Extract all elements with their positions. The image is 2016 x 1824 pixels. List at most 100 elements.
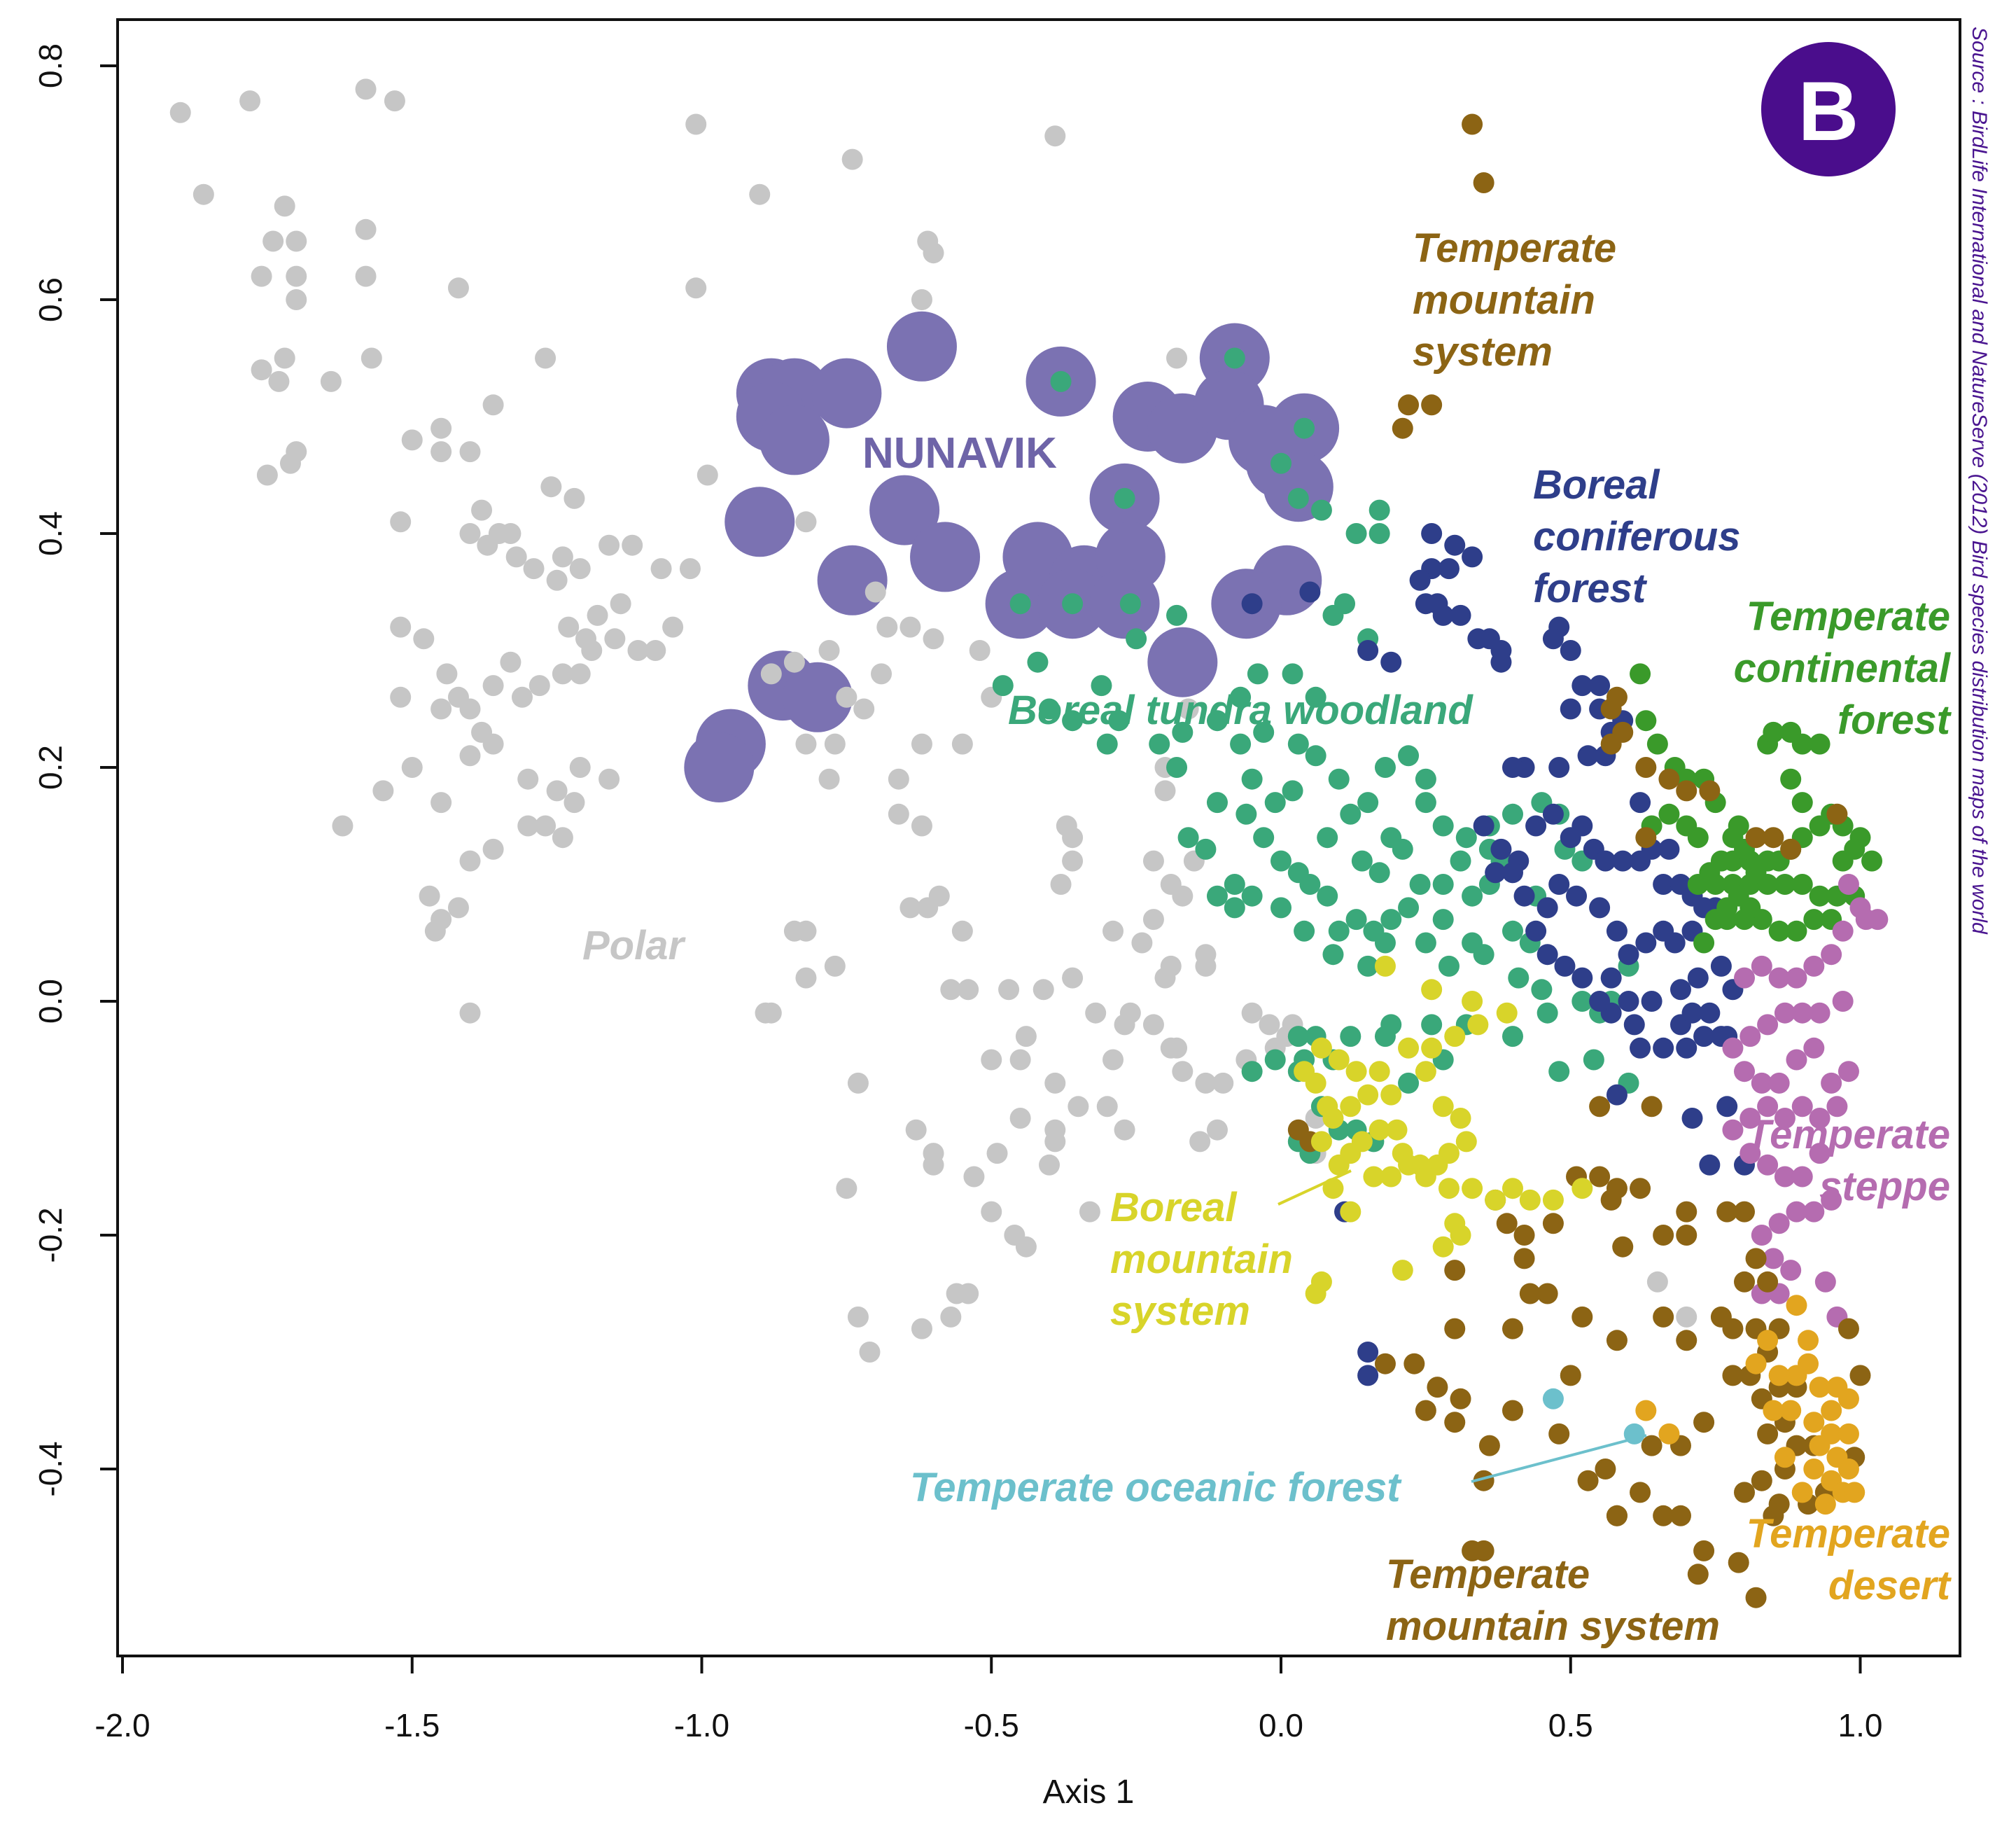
point-temperate-mountain-system-30 bbox=[1653, 1225, 1674, 1246]
point-boreal-coniferous-forest-67 bbox=[1641, 991, 1662, 1012]
point-polar-2 bbox=[355, 78, 377, 100]
point-temperate-mountain-system-85 bbox=[1444, 1412, 1466, 1433]
point-temperate-mountain-system-82 bbox=[1404, 1353, 1425, 1374]
point-temperate-continental-forest-40 bbox=[1786, 920, 1807, 942]
point-boreal-mountain-system-22 bbox=[1398, 1154, 1420, 1176]
point-temperate-mountain-system-27 bbox=[1513, 1225, 1535, 1246]
point-polar-105 bbox=[853, 698, 875, 720]
y-tick-label: 0.8 bbox=[32, 43, 69, 88]
point-boreal-tundra-woodland-56 bbox=[1177, 827, 1199, 849]
point-temperate-mountain-system-34 bbox=[1734, 1201, 1755, 1223]
point-boreal-tundra-woodland-125 bbox=[1462, 885, 1483, 907]
point-boreal-coniferous-forest-9 bbox=[1409, 569, 1431, 591]
point-boreal-coniferous-forest-7 bbox=[1438, 558, 1460, 580]
point-temperate-steppe-18 bbox=[1751, 1072, 1772, 1094]
point-boreal-tundra-woodland-122 bbox=[1351, 850, 1373, 872]
point-temperate-mountain-system-86 bbox=[1560, 1365, 1581, 1386]
point-temperate-continental-forest-56 bbox=[1844, 838, 1865, 860]
point-polar-23 bbox=[430, 417, 452, 439]
point-polar-200 bbox=[1166, 347, 1188, 369]
point-polar-58 bbox=[482, 675, 504, 697]
point-boreal-tundra-woodland-24 bbox=[1149, 733, 1170, 755]
point-temperate-mountain-system-71 bbox=[1693, 1412, 1715, 1433]
region-label-boreal-tundra-woodland-1-line-0: Boreal tundra woodland bbox=[1008, 688, 1474, 733]
point-polar-39 bbox=[598, 534, 620, 556]
point-boreal-mountain-system-51 bbox=[1340, 1096, 1362, 1118]
point-temperate-continental-forest-14 bbox=[1791, 792, 1813, 814]
point-boreal-coniferous-forest-53 bbox=[1618, 944, 1639, 966]
point-temperate-mountain-system-31 bbox=[1676, 1225, 1698, 1246]
point-polar-140 bbox=[1085, 1002, 1107, 1024]
point-temperate-steppe-17 bbox=[1734, 1061, 1755, 1082]
point-polar-93 bbox=[795, 511, 817, 533]
point-polar-31 bbox=[459, 523, 481, 544]
point-boreal-coniferous-forest-17 bbox=[1490, 651, 1512, 673]
point-polar-124 bbox=[1062, 850, 1084, 872]
point-boreal-tundra-woodland-63 bbox=[1357, 955, 1379, 977]
point-boreal-mountain-system-41 bbox=[1421, 1037, 1443, 1059]
point-polar-114 bbox=[928, 885, 950, 907]
point-polar-40 bbox=[622, 534, 643, 556]
point-temperate-mountain-system-8 bbox=[1600, 733, 1622, 755]
point-temperate-mountain-system-65 bbox=[1502, 1318, 1523, 1339]
point-boreal-tundra-woodland-59 bbox=[1224, 897, 1245, 919]
point-boreal-coniferous-forest-78 bbox=[1589, 991, 1611, 1012]
point-boreal-mountain-system-14 bbox=[1368, 1119, 1390, 1141]
point-temperate-steppe-47 bbox=[1855, 909, 1877, 931]
point-polar-3 bbox=[384, 90, 405, 112]
point-boreal-coniferous-forest-66 bbox=[1618, 991, 1639, 1012]
point-temperate-desert-27 bbox=[1658, 1423, 1680, 1444]
point-boreal-coniferous-forest-22 bbox=[1589, 675, 1611, 697]
point-boreal-tundra-woodland-8 bbox=[1368, 523, 1390, 544]
point-boreal-coniferous-forest-87 bbox=[1699, 1154, 1721, 1176]
point-boreal-coniferous-forest-20 bbox=[1560, 640, 1581, 661]
point-polar-86 bbox=[447, 897, 469, 919]
point-temperate-mountain-system-36 bbox=[1757, 1271, 1779, 1293]
region-label-temperate-desert-8-line-1: desert bbox=[1828, 1563, 1952, 1608]
point-boreal-tundra-woodland-107 bbox=[1340, 803, 1362, 825]
point-boreal-tundra-woodland-42 bbox=[1409, 874, 1431, 895]
point-polar-138 bbox=[958, 979, 979, 1001]
point-temperate-mountain-system-1 bbox=[1473, 172, 1494, 193]
point-boreal-coniferous-forest-32 bbox=[1473, 815, 1494, 837]
point-polar-34 bbox=[505, 546, 527, 568]
point-polar-11 bbox=[286, 289, 307, 310]
point-polar-137 bbox=[998, 979, 1020, 1001]
point-polar-74 bbox=[482, 838, 504, 860]
point-temperate-mountain-system-12 bbox=[1699, 780, 1721, 802]
point-polar-89 bbox=[696, 464, 718, 486]
point-boreal-coniferous-forest-24 bbox=[1560, 698, 1581, 720]
point-boreal-mountain-system-43 bbox=[1467, 1014, 1489, 1036]
point-boreal-tundra-woodland-14 bbox=[1126, 628, 1147, 650]
point-temperate-steppe-30 bbox=[1722, 1119, 1744, 1141]
point-boreal-coniferous-forest-37 bbox=[1542, 803, 1564, 825]
point-boreal-coniferous-forest-29 bbox=[1548, 757, 1570, 778]
point-boreal-coniferous-forest-12 bbox=[1450, 604, 1471, 626]
point-polar-135 bbox=[1062, 967, 1084, 989]
point-polar-91 bbox=[760, 663, 782, 685]
point-temperate-mountain-system-0 bbox=[1462, 113, 1483, 135]
point-polar-164 bbox=[1079, 1201, 1100, 1223]
point-temperate-continental-forest-31 bbox=[1791, 874, 1813, 895]
point-boreal-mountain-system-7 bbox=[1450, 1108, 1471, 1129]
point-polar-167 bbox=[981, 1201, 1002, 1223]
temperate-oceanic-callout-line bbox=[1471, 1434, 1647, 1483]
point-polar-170 bbox=[923, 1143, 944, 1164]
point-temperate-steppe-37 bbox=[1803, 1201, 1825, 1223]
y-tick-label: 0.4 bbox=[32, 511, 69, 556]
point-boreal-tundra-woodland-123 bbox=[1368, 862, 1390, 884]
point-boreal-coniferous-forest-51 bbox=[1653, 920, 1674, 942]
point-temperate-steppe-39 bbox=[1768, 1213, 1790, 1234]
point-polar-175 bbox=[940, 1306, 962, 1328]
boreal-mountain-callout-line bbox=[1278, 1169, 1352, 1206]
point-temperate-mountain-system-39 bbox=[1722, 1318, 1744, 1339]
point-boreal-mountain-system-45 bbox=[1374, 955, 1396, 977]
point-boreal-coniferous-forest-80 bbox=[1681, 1002, 1703, 1024]
point-boreal-tundra-woodland-75 bbox=[1536, 1002, 1558, 1024]
point-polar-161 bbox=[1044, 1119, 1066, 1141]
region-label-temperate-desert-8-line-0: Temperate bbox=[1746, 1511, 1950, 1557]
point-boreal-mountain-system-0 bbox=[1310, 1037, 1332, 1059]
point-polar-125 bbox=[1050, 874, 1072, 895]
point-boreal-coniferous-forest-92 bbox=[1630, 792, 1651, 814]
